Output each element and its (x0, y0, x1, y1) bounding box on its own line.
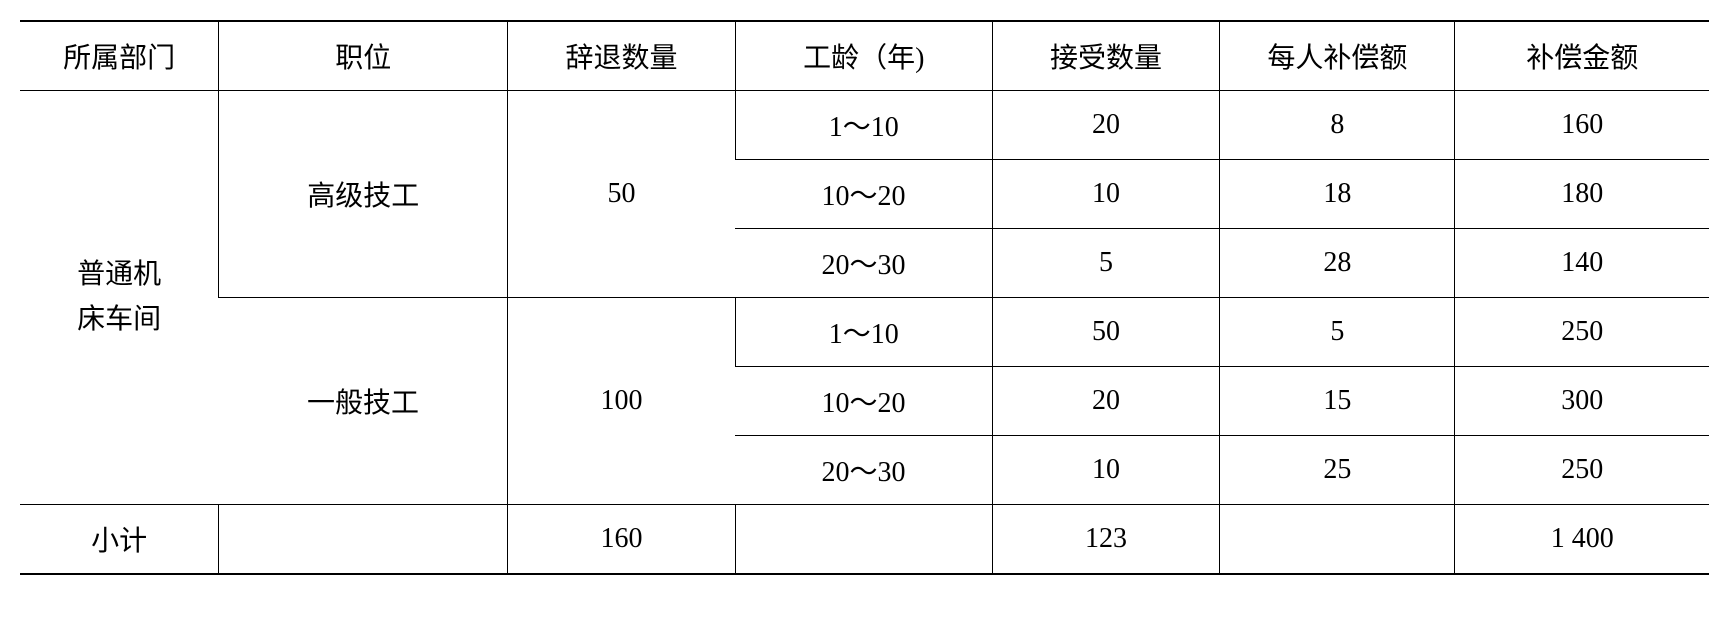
cell-accepted: 20 (992, 367, 1220, 436)
subtotal-dismiss: 160 (508, 505, 736, 575)
cell-seniority: 1～10 (735, 91, 992, 160)
subtotal-accepted: 123 (992, 505, 1220, 575)
cell-seniority: 1～10 (735, 298, 992, 367)
cell-department: 普通机 床车间 (20, 91, 219, 505)
subtotal-blank (1220, 505, 1455, 575)
cell-accepted: 50 (992, 298, 1220, 367)
cell-position: 高级技工 (219, 91, 508, 298)
cell-amount: 180 (1455, 160, 1709, 229)
cell-amount: 160 (1455, 91, 1709, 160)
cell-perperson: 5 (1220, 298, 1455, 367)
cell-accepted: 5 (992, 229, 1220, 298)
col-position: 职位 (219, 21, 508, 91)
subtotal-amount: 1 400 (1455, 505, 1709, 575)
header-row: 所属部门 职位 辞退数量 工龄（年) 接受数量 每人补偿额 补偿金额 (20, 21, 1709, 91)
cell-amount: 250 (1455, 298, 1709, 367)
dept-line1: 普通机 (77, 259, 161, 290)
cell-seniority: 10～20 (735, 160, 992, 229)
cell-accepted: 10 (992, 436, 1220, 505)
subtotal-row: 小计 160 123 1 400 (20, 505, 1709, 575)
cell-perperson: 15 (1220, 367, 1455, 436)
compensation-table: 所属部门 职位 辞退数量 工龄（年) 接受数量 每人补偿额 补偿金额 普通机 床… (20, 20, 1709, 575)
subtotal-label: 小计 (20, 505, 219, 575)
cell-perperson: 25 (1220, 436, 1455, 505)
cell-perperson: 18 (1220, 160, 1455, 229)
table-row: 一般技工 100 1～10 50 5 250 (20, 298, 1709, 367)
cell-dismiss: 50 (508, 91, 736, 298)
cell-accepted: 20 (992, 91, 1220, 160)
cell-amount: 140 (1455, 229, 1709, 298)
cell-amount: 250 (1455, 436, 1709, 505)
col-accepted: 接受数量 (992, 21, 1220, 91)
cell-seniority: 20～30 (735, 436, 992, 505)
cell-amount: 300 (1455, 367, 1709, 436)
col-perperson: 每人补偿额 (1220, 21, 1455, 91)
cell-perperson: 28 (1220, 229, 1455, 298)
cell-seniority: 10～20 (735, 367, 992, 436)
cell-accepted: 10 (992, 160, 1220, 229)
col-department: 所属部门 (20, 21, 219, 91)
subtotal-blank (219, 505, 508, 575)
col-dismiss: 辞退数量 (508, 21, 736, 91)
cell-seniority: 20～30 (735, 229, 992, 298)
col-seniority: 工龄（年) (735, 21, 992, 91)
dept-line2: 床车间 (77, 304, 161, 335)
table-row: 普通机 床车间 高级技工 50 1～10 20 8 160 (20, 91, 1709, 160)
cell-position: 一般技工 (219, 298, 508, 505)
subtotal-blank (735, 505, 992, 575)
col-amount: 补偿金额 (1455, 21, 1709, 91)
cell-dismiss: 100 (508, 298, 736, 505)
cell-perperson: 8 (1220, 91, 1455, 160)
